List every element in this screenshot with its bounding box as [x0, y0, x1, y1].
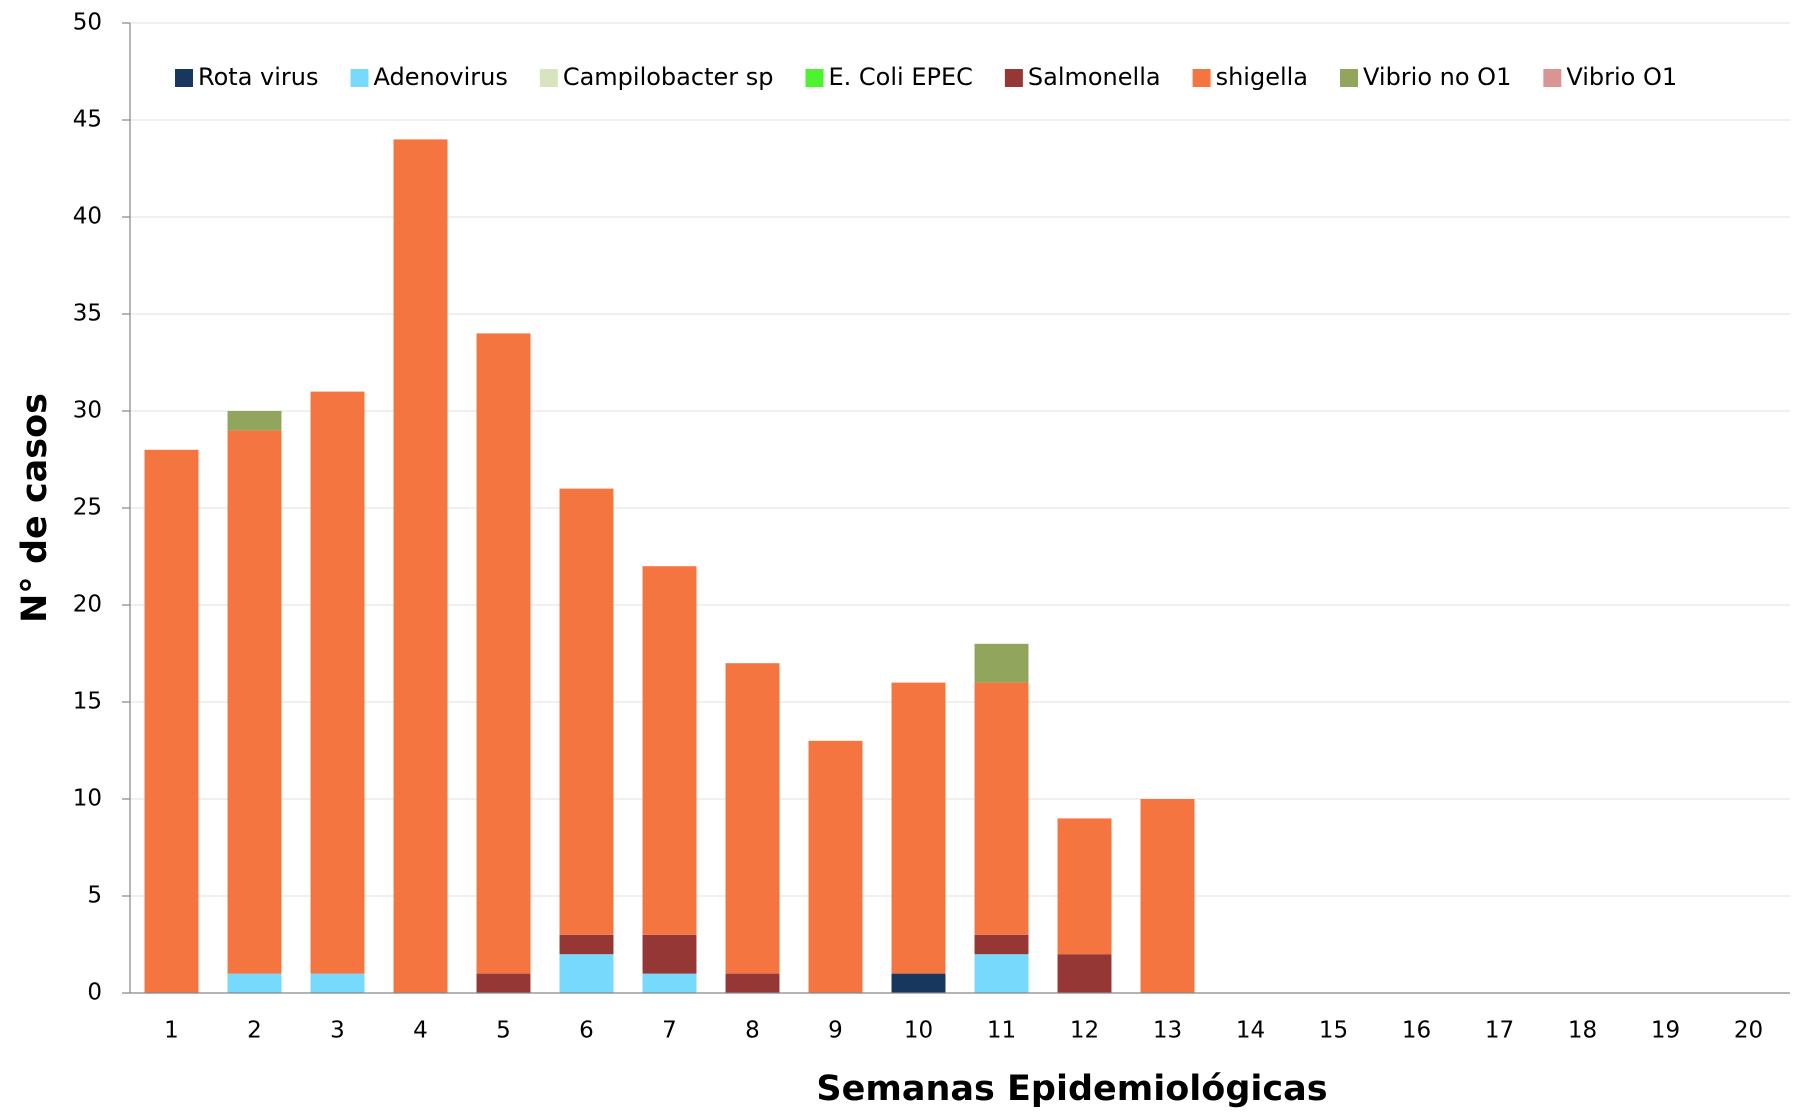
y-tick-label: 15	[73, 689, 102, 715]
bar-segment	[642, 566, 697, 935]
bar-segment	[476, 333, 531, 974]
y-tick-label: 0	[87, 980, 102, 1006]
y-tick-label: 40	[73, 204, 102, 230]
y-tick-label: 30	[73, 398, 102, 424]
bar-segment	[974, 954, 1029, 993]
legend-swatch	[1340, 69, 1359, 87]
legend-swatch	[805, 69, 824, 87]
x-tick-label: 19	[1651, 1018, 1680, 1044]
legend-swatch	[1004, 69, 1023, 87]
legend-swatch	[1192, 69, 1211, 87]
x-tick-label: 9	[828, 1018, 843, 1044]
x-tick-label: 16	[1402, 1018, 1431, 1044]
bar-segment	[227, 973, 282, 993]
x-tick-label: 11	[987, 1018, 1016, 1044]
bar-segment	[974, 682, 1029, 935]
legend-label: shigella	[1216, 63, 1308, 91]
x-tick-label: 2	[247, 1018, 262, 1044]
x-tick-label: 18	[1568, 1018, 1597, 1044]
y-tick-label: 25	[73, 495, 102, 521]
bar-segment	[642, 973, 697, 993]
x-tick-label: 10	[904, 1018, 933, 1044]
x-tick-label: 6	[579, 1018, 594, 1044]
bar-segment	[891, 973, 946, 993]
bar-segment	[559, 954, 614, 993]
bar-segment	[974, 934, 1029, 955]
y-tick-label: 10	[73, 786, 102, 812]
legend-label: Vibrio no O1	[1363, 63, 1511, 91]
bar-segment	[144, 449, 199, 993]
x-tick-label: 1	[164, 1018, 179, 1044]
bar-segment	[559, 934, 614, 955]
bar-segment	[1057, 818, 1112, 955]
legend-swatch	[350, 69, 369, 87]
y-tick-label: 35	[73, 301, 102, 327]
x-tick-label: 4	[413, 1018, 428, 1044]
y-tick-label: 5	[87, 883, 102, 909]
x-tick-label: 17	[1485, 1018, 1514, 1044]
legend-label: Campilobacter sp	[563, 63, 774, 91]
legend-label: Salmonella	[1028, 63, 1161, 91]
bar-segment	[642, 934, 697, 974]
legend-label: Vibrio O1	[1566, 63, 1677, 91]
x-tick-label: 14	[1236, 1018, 1265, 1044]
x-tick-label: 13	[1153, 1018, 1182, 1044]
bar-segment	[891, 682, 946, 974]
x-axis-title: Semanas Epidemiológicas	[816, 1069, 1327, 1109]
legend-label: E. Coli EPEC	[828, 63, 972, 91]
x-tick-label: 12	[1070, 1018, 1099, 1044]
y-tick-label: 45	[73, 107, 102, 133]
x-tick-label: 3	[330, 1018, 345, 1044]
legend-label: Adenovirus	[373, 63, 507, 91]
x-tick-label: 7	[662, 1018, 677, 1044]
bar-segment	[559, 488, 614, 935]
legend-label: Rota virus	[198, 63, 318, 91]
bar-segment	[974, 643, 1029, 683]
bar-segment	[393, 139, 448, 993]
bar-segment	[310, 973, 365, 993]
x-tick-label: 8	[745, 1018, 760, 1044]
bar-segment	[476, 973, 531, 993]
bar-segment	[310, 391, 365, 974]
x-tick-label: 20	[1734, 1018, 1763, 1044]
y-tick-label: 20	[73, 592, 102, 618]
legend-swatch	[175, 69, 193, 87]
bar-segment	[1140, 799, 1195, 993]
y-axis-title: N° de casos	[15, 393, 55, 623]
bar-segment	[725, 973, 780, 993]
legend-swatch	[1543, 69, 1562, 87]
legend-swatch	[539, 69, 558, 87]
y-tick-label: 50	[73, 10, 102, 36]
bar-segment	[1057, 954, 1112, 993]
bar-segment	[808, 740, 863, 993]
x-tick-label: 15	[1319, 1018, 1348, 1044]
bar-segment	[725, 663, 780, 974]
bar-segment	[227, 430, 282, 974]
x-tick-label: 5	[496, 1018, 511, 1044]
bar-segment	[227, 411, 282, 431]
